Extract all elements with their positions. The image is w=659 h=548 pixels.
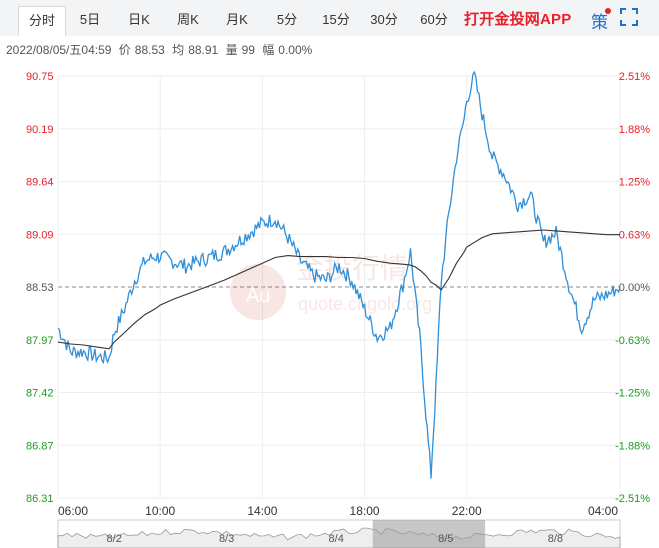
tab-monthly-k[interactable]: 月K xyxy=(226,12,248,27)
price-label: 价 xyxy=(118,43,131,57)
x-tick-label: 22:00 xyxy=(452,504,482,518)
overview-date-label: 8/3 xyxy=(219,533,234,545)
overview-date-label: 8/2 xyxy=(107,533,122,545)
y-axis-labels: 90.75 90.19 89.64 89.09 88.53 87.97 87.42 86.87… xyxy=(26,71,54,505)
y-tick-label: 89.09 xyxy=(26,229,54,241)
price-value: 88.53 xyxy=(134,43,165,57)
tab-15min[interactable]: 15分 xyxy=(322,12,350,27)
y-tick-label: 87.42 xyxy=(26,388,54,400)
price-line xyxy=(57,70,621,479)
intraday-price-chart[interactable]: Au 金投行情 quote.cngold.org 90.7590.1989.64… xyxy=(0,60,659,548)
quote-datetime: 2022/08/05/五04:59 xyxy=(6,43,112,57)
y-tick-label: 86.31 xyxy=(26,493,54,505)
tab-30min[interactable]: 30分 xyxy=(370,12,398,27)
strategy-button[interactable]: 策 xyxy=(591,13,608,32)
open-app-link[interactable]: 打开金投网APP xyxy=(464,11,572,28)
tab-5min[interactable]: 5分 xyxy=(276,12,298,27)
pct-axis-labels: 2.51% 1.88% 1.25% 0.63% 0.00% -0.63% -1.25% -1.… xyxy=(615,71,650,505)
tab-intraday[interactable]: 分时 xyxy=(18,6,66,36)
overview-date-label: 8/8 xyxy=(548,533,563,545)
avg-label: 均 xyxy=(172,43,185,57)
pct-tick-label: 0.63% xyxy=(619,229,650,241)
change-label: 幅 xyxy=(262,43,275,57)
tab-5day[interactable]: 5日 xyxy=(79,12,101,27)
y-tick-label: 90.19 xyxy=(26,124,54,136)
chart-grid xyxy=(57,75,621,499)
x-tick-label: 10:00 xyxy=(145,504,175,518)
tab-weekly-k[interactable]: 周K xyxy=(177,12,199,27)
overview-date-label: 8/5 xyxy=(438,533,453,545)
y-tick-label: 86.87 xyxy=(26,440,54,452)
average-price-line xyxy=(57,229,620,350)
pct-tick-label: 0.00% xyxy=(619,282,650,294)
period-tabs: 分时 5日 日K 周K 月K 5分 15分 30分 60分 打开金投网APP 策 xyxy=(0,0,659,36)
tab-daily-k[interactable]: 日K xyxy=(128,12,150,27)
quote-info-bar: 2022/08/05/五04:59 价 88.53 均 88.91 量 99 幅 0.0… xyxy=(6,41,316,58)
pct-tick-label: 2.51% xyxy=(619,71,650,83)
x-tick-label: 04:00 xyxy=(588,504,618,518)
pct-tick-label: 1.25% xyxy=(619,177,650,189)
pct-tick-label: -1.88% xyxy=(615,440,650,452)
x-tick-label: 14:00 xyxy=(247,504,277,518)
x-tick-label: 06:00 xyxy=(58,504,88,518)
volume-value: 99 xyxy=(241,43,255,57)
chart-lines xyxy=(57,70,621,479)
overview-window[interactable] xyxy=(372,520,486,548)
fullscreen-icon[interactable] xyxy=(620,8,638,26)
x-axis-labels: 06:00 10:00 14:00 18:00 22:00 04:00 xyxy=(58,504,618,518)
overview-date-label: 8/4 xyxy=(329,533,344,545)
pct-tick-label: -2.51% xyxy=(615,493,650,505)
overview-navigator[interactable]: 8/2 8/3 8/4 8/5 8/8 xyxy=(57,519,621,548)
pct-tick-label: -1.25% xyxy=(615,388,650,400)
pct-tick-label: -0.63% xyxy=(615,335,650,347)
y-tick-label: 87.97 xyxy=(26,335,54,347)
pct-tick-label: 1.88% xyxy=(619,124,650,136)
avg-value: 88.91 xyxy=(188,43,219,57)
volume-label: 量 xyxy=(225,43,238,57)
y-tick-label: 89.64 xyxy=(26,177,54,189)
y-tick-label: 90.75 xyxy=(26,71,54,83)
y-tick-label: 88.53 xyxy=(26,282,54,294)
tab-60min[interactable]: 60分 xyxy=(420,12,448,27)
watermark-logo-text: Au xyxy=(246,285,270,307)
change-value: 0.00% xyxy=(278,43,313,57)
x-tick-label: 18:00 xyxy=(350,504,380,518)
notification-dot xyxy=(605,8,611,14)
